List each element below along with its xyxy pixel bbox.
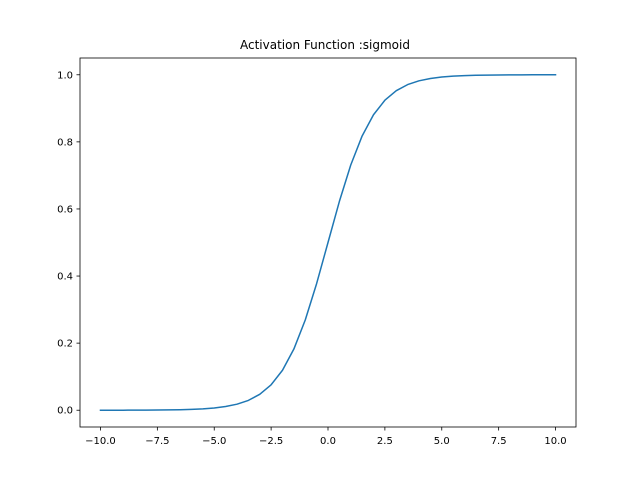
y-tick-label: 0.6 — [57, 204, 73, 215]
y-tick-label: 0.2 — [57, 339, 73, 350]
x-tick-label: 0.0 — [320, 436, 336, 447]
x-tick-label: −5.0 — [202, 436, 226, 447]
x-tick-label: 2.5 — [377, 436, 393, 447]
y-tick-label: 0.0 — [57, 406, 73, 417]
x-tick-label: 10.0 — [544, 436, 566, 447]
x-tick-label: −10.0 — [85, 436, 116, 447]
x-tick-label: 7.5 — [491, 436, 507, 447]
axes: −10.0 −7.5 −5.0 −2.5 0.0 2.5 5.0 7.5 10.0 0.0 0.2 0… — [57, 57, 577, 447]
plot-area — [99, 74, 557, 411]
chart-title: Activation Function :sigmoid — [240, 38, 410, 52]
y-tick-label: 0.4 — [57, 272, 73, 283]
series-line-0 — [99, 74, 557, 411]
y-tick-label: 1.0 — [57, 70, 73, 81]
x-tick-label: 5.0 — [434, 436, 450, 447]
x-tick-label: −7.5 — [145, 436, 169, 447]
y-tick-label: 0.8 — [57, 137, 73, 148]
x-tick-label: −2.5 — [259, 436, 283, 447]
